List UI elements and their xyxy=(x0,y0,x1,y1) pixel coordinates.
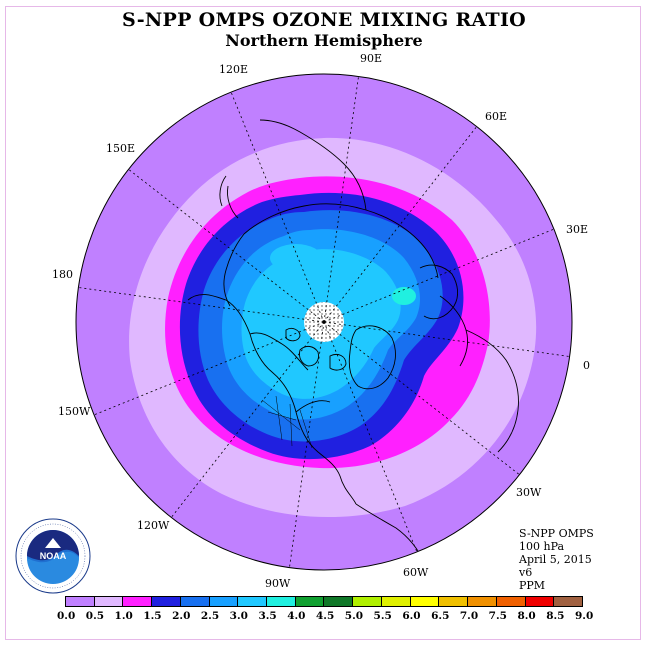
map-boundary xyxy=(75,73,573,571)
lon-label-120e: 120E xyxy=(219,63,249,76)
colorbar-tick-label: 0.5 xyxy=(85,610,105,622)
colorbar-tick-label: 4.0 xyxy=(287,610,306,622)
meridian-line xyxy=(323,321,530,483)
coastlines xyxy=(187,119,519,567)
colorbar-segment xyxy=(324,597,354,606)
lon-label-0: 0 xyxy=(583,359,590,372)
lon-label-120w: 120W xyxy=(137,519,170,532)
colorbar-tick-label: 8.5 xyxy=(546,610,565,622)
colorbar-tick-label: 5.5 xyxy=(373,610,392,622)
lon-label-90w: 90W xyxy=(265,577,291,590)
colorbar-tick-label: 6.0 xyxy=(402,610,421,622)
lon-label-60w: 60W xyxy=(403,566,429,579)
meridian-line xyxy=(76,285,325,323)
colorbar-tick-label: 3.5 xyxy=(258,610,277,622)
coastline-japan xyxy=(219,175,239,219)
colorbar-segment xyxy=(353,597,382,606)
colorbar-tick-label: 5.0 xyxy=(344,610,364,622)
map-subtitle: Northern Hemisphere xyxy=(225,31,423,50)
colorbar-tick-label: 9.0 xyxy=(575,610,594,622)
colorbar-tick-label: 8.0 xyxy=(517,610,536,622)
meridian-line xyxy=(118,161,325,323)
meridian-line xyxy=(323,74,361,323)
colorbar xyxy=(65,596,583,607)
info-instrument: S-NPP OMPS xyxy=(519,527,594,540)
lon-label-60e: 60E xyxy=(485,110,508,123)
colorbar-tick-label: 3.0 xyxy=(229,610,248,622)
meridian-line xyxy=(82,321,325,420)
colorbar-tick-label: 2.5 xyxy=(200,610,220,622)
figure-frame xyxy=(5,6,641,640)
meridian-lines xyxy=(76,74,572,570)
noaa-logo-text: NOAA xyxy=(40,551,67,561)
coastline-africa xyxy=(465,329,519,453)
coastline-greenland xyxy=(348,325,396,390)
colorbar-segment xyxy=(468,597,497,606)
lon-label-30w: 30W xyxy=(516,486,542,499)
meridian-line xyxy=(323,321,422,564)
meridian-line xyxy=(226,80,325,323)
colorbar-segment xyxy=(152,597,181,606)
colorbar-segment xyxy=(410,597,440,606)
colorbar-tick-label: 1.0 xyxy=(114,610,133,622)
colorbar-segment xyxy=(209,597,239,606)
coastline-asia xyxy=(223,119,439,307)
meridian-line xyxy=(287,321,325,570)
colorbar-tick-label: 4.5 xyxy=(316,610,335,622)
colorbar-tick-label: 7.5 xyxy=(488,610,507,622)
colorbar-tick-label: 1.5 xyxy=(143,610,162,622)
lon-label-180: 180 xyxy=(52,268,73,281)
coastline-us-states xyxy=(261,395,313,449)
colorbar-segment xyxy=(554,597,582,606)
info-units: PPM xyxy=(519,579,546,592)
noaa-logo: NOAA xyxy=(15,518,91,594)
lon-label-150w: 150W xyxy=(58,405,91,418)
colorbar-segment xyxy=(525,597,555,606)
colorbar-segment xyxy=(238,597,268,606)
colorbar-segment xyxy=(496,597,526,606)
info-level: 100 hPa xyxy=(519,540,565,553)
colorbar-tick-label: 6.5 xyxy=(431,610,450,622)
ozone-band-3.0-lobe xyxy=(270,244,322,272)
colorbar-segment xyxy=(180,597,210,606)
map-title: S-NPP OMPS OZONE MIXING RATIO xyxy=(121,9,527,31)
colorbar-segment xyxy=(439,597,469,606)
ozone-band-3.5 xyxy=(392,287,416,305)
meridian-line xyxy=(163,321,325,528)
colorbar-tick-label: 2.0 xyxy=(172,610,191,622)
colorbar-tick-label: 0.0 xyxy=(57,610,76,622)
colorbar-segment xyxy=(94,597,124,606)
meridian-line xyxy=(323,224,566,323)
colorbar-segment xyxy=(267,597,296,606)
lon-label-30e: 30E xyxy=(566,223,589,236)
colorbar-segment xyxy=(295,597,325,606)
meridian-line xyxy=(323,321,572,359)
colorbar-tick-label: 7.0 xyxy=(459,610,479,622)
info-date: April 5, 2015 xyxy=(519,553,592,566)
lon-label-90e: 90E xyxy=(360,52,383,65)
lon-label-150e: 150E xyxy=(106,142,136,155)
colorbar-segment xyxy=(123,597,153,606)
colorbar-segment xyxy=(381,597,411,606)
meridian-line xyxy=(323,116,485,323)
colorbar-segment xyxy=(66,597,95,606)
info-block: S-NPP OMPS 100 hPa April 5, 2015 v6 PPM xyxy=(519,527,594,592)
coastline-north-america xyxy=(187,294,357,505)
info-version: v6 xyxy=(519,566,533,579)
